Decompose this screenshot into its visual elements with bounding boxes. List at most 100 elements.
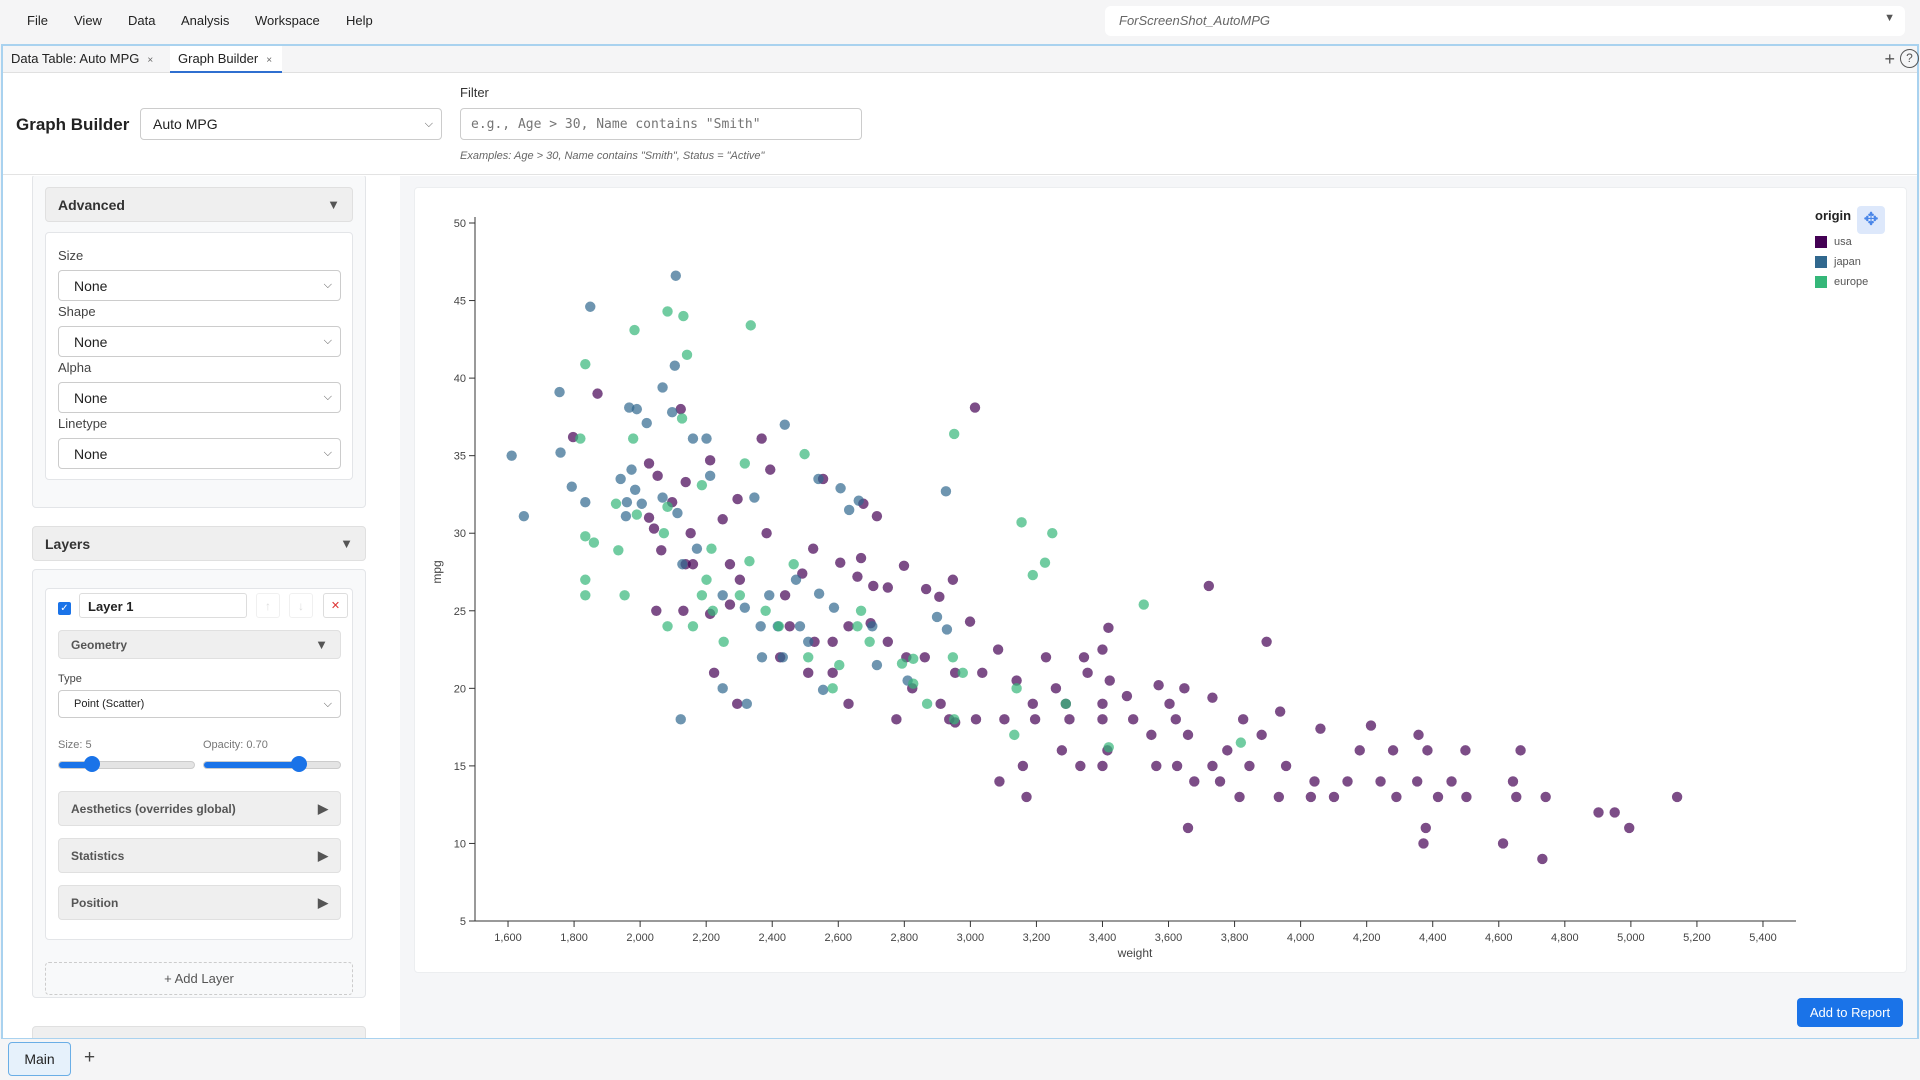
aesthetics-header[interactable]: Aesthetics (overrides global) ▶ bbox=[58, 791, 341, 826]
menu-view[interactable]: View bbox=[74, 13, 102, 28]
data-point-usa bbox=[1214, 776, 1226, 787]
data-point-europe bbox=[745, 320, 756, 331]
close-icon[interactable]: × bbox=[147, 55, 154, 66]
layer-name-input[interactable]: Layer 1 bbox=[79, 593, 247, 618]
data-point-usa bbox=[704, 455, 716, 466]
menu-analysis[interactable]: Analysis bbox=[181, 13, 230, 28]
data-point-usa bbox=[1261, 636, 1272, 647]
move-up-icon[interactable]: ↑ bbox=[256, 593, 280, 618]
dataset-select[interactable]: Auto MPG ⌵ bbox=[140, 108, 442, 140]
data-point-usa bbox=[1387, 745, 1399, 756]
move-down-icon[interactable]: ↓ bbox=[289, 593, 313, 618]
data-point-usa bbox=[1151, 760, 1162, 772]
layers-header[interactable]: Layers ▼ bbox=[32, 526, 366, 561]
data-point-europe bbox=[706, 543, 717, 554]
data-point-europe bbox=[855, 605, 867, 616]
data-point-usa bbox=[1432, 791, 1444, 803]
data-point-europe bbox=[773, 621, 785, 632]
data-point-usa bbox=[592, 388, 603, 399]
size-slider[interactable] bbox=[58, 756, 195, 772]
workspace-select[interactable]: ForScreenShot_AutoMPG ▼ bbox=[1105, 6, 1905, 36]
collapsed-section-header[interactable]: ▼ bbox=[32, 1026, 366, 1038]
menu-workspace[interactable]: Workspace bbox=[255, 13, 320, 28]
delete-layer-icon[interactable]: ✕ bbox=[323, 593, 348, 618]
data-point-europe bbox=[629, 324, 640, 336]
data-point-japan bbox=[566, 481, 577, 492]
menu-file[interactable]: File bbox=[27, 13, 48, 28]
data-point-japan bbox=[580, 497, 591, 508]
data-point-japan bbox=[931, 611, 943, 623]
add-layer-button[interactable]: + Add Layer bbox=[45, 962, 353, 995]
data-point-europe bbox=[921, 698, 933, 710]
data-point-japan bbox=[749, 492, 760, 503]
data-point-japan bbox=[940, 486, 952, 497]
menu-data[interactable]: Data bbox=[128, 13, 156, 28]
advanced-header[interactable]: Advanced ▼ bbox=[45, 187, 353, 222]
data-point-japan bbox=[794, 621, 806, 632]
workspace-tab-main[interactable]: Main bbox=[8, 1042, 71, 1076]
legend-item-usa[interactable]: usa bbox=[1815, 232, 1868, 252]
shape-select[interactable]: None ⌵ bbox=[58, 326, 341, 357]
tab-data-table[interactable]: Data Table: Auto MPG × bbox=[5, 46, 159, 73]
geometry-header[interactable]: Geometry ▼ bbox=[58, 630, 341, 659]
alpha-select[interactable]: None ⌵ bbox=[58, 382, 341, 413]
size-slider-knob[interactable] bbox=[84, 756, 100, 772]
data-point-usa bbox=[919, 652, 931, 663]
data-point-europe bbox=[610, 498, 622, 509]
data-point-europe bbox=[827, 683, 838, 694]
data-point-usa bbox=[1082, 667, 1093, 679]
legend-item-japan[interactable]: japan bbox=[1815, 252, 1868, 272]
data-point-japan bbox=[636, 498, 647, 509]
data-point-usa bbox=[1671, 791, 1683, 803]
opacity-slider-knob[interactable] bbox=[291, 756, 307, 772]
x-tick-label: 4,200 bbox=[1353, 932, 1381, 944]
shape-select-value: None bbox=[74, 333, 108, 350]
data-point-europe bbox=[739, 458, 751, 469]
data-point-usa bbox=[843, 621, 854, 632]
chevron-down-icon: ⌵ bbox=[323, 697, 332, 710]
legend-item-europe[interactable]: europe bbox=[1815, 272, 1868, 292]
data-point-usa bbox=[920, 583, 932, 595]
data-point-usa bbox=[1461, 791, 1472, 803]
layer-enabled-checkbox[interactable]: ✓ bbox=[58, 602, 71, 615]
add-to-report-button[interactable]: Add to Report bbox=[1797, 998, 1903, 1027]
data-point-japan bbox=[741, 698, 752, 710]
move-legend-icon[interactable]: ✥ bbox=[1857, 206, 1885, 234]
data-point-japan bbox=[615, 473, 626, 485]
legend-swatch bbox=[1815, 256, 1827, 268]
data-point-usa bbox=[994, 776, 1005, 787]
data-point-usa bbox=[1189, 776, 1200, 787]
tab-graph-builder[interactable]: Graph Builder × bbox=[170, 46, 283, 73]
position-title: Position bbox=[71, 895, 119, 910]
chevron-down-icon: ▼ bbox=[1884, 12, 1895, 24]
data-point-usa bbox=[969, 402, 981, 413]
position-header[interactable]: Position ▶ bbox=[58, 885, 341, 920]
size-select[interactable]: None ⌵ bbox=[58, 270, 341, 301]
y-axis-label: mpg bbox=[430, 560, 444, 583]
advanced-fields: Size None ⌵ Shape None ⌵ Alpha None ⌵ Linet… bbox=[45, 232, 353, 480]
data-point-usa bbox=[934, 591, 945, 603]
data-point-europe bbox=[1016, 517, 1027, 528]
data-point-japan bbox=[941, 624, 953, 635]
data-point-usa bbox=[1097, 714, 1108, 725]
add-workspace-tab-icon[interactable]: + bbox=[84, 1047, 96, 1068]
data-point-europe bbox=[662, 306, 673, 317]
add-tab-icon[interactable]: + bbox=[1884, 49, 1895, 69]
data-point-europe bbox=[760, 605, 771, 616]
x-tick-label: 5,000 bbox=[1617, 932, 1645, 944]
y-tick-label: 20 bbox=[454, 683, 466, 695]
opacity-slider[interactable] bbox=[203, 756, 341, 772]
linetype-select[interactable]: None ⌵ bbox=[58, 438, 341, 469]
close-icon[interactable]: × bbox=[266, 55, 273, 66]
data-point-usa bbox=[898, 560, 910, 571]
data-point-europe bbox=[908, 678, 919, 689]
menu-help[interactable]: Help bbox=[346, 13, 373, 28]
data-point-japan bbox=[755, 621, 766, 632]
legend: origin usa japan europe bbox=[1815, 208, 1868, 292]
data-point-usa bbox=[643, 458, 655, 469]
statistics-header[interactable]: Statistics ▶ bbox=[58, 838, 341, 873]
data-point-usa bbox=[675, 403, 686, 415]
help-icon[interactable]: ? bbox=[1900, 49, 1919, 68]
geometry-type-select[interactable]: Point (Scatter) ⌵ bbox=[58, 690, 341, 718]
filter-input[interactable] bbox=[460, 108, 862, 140]
